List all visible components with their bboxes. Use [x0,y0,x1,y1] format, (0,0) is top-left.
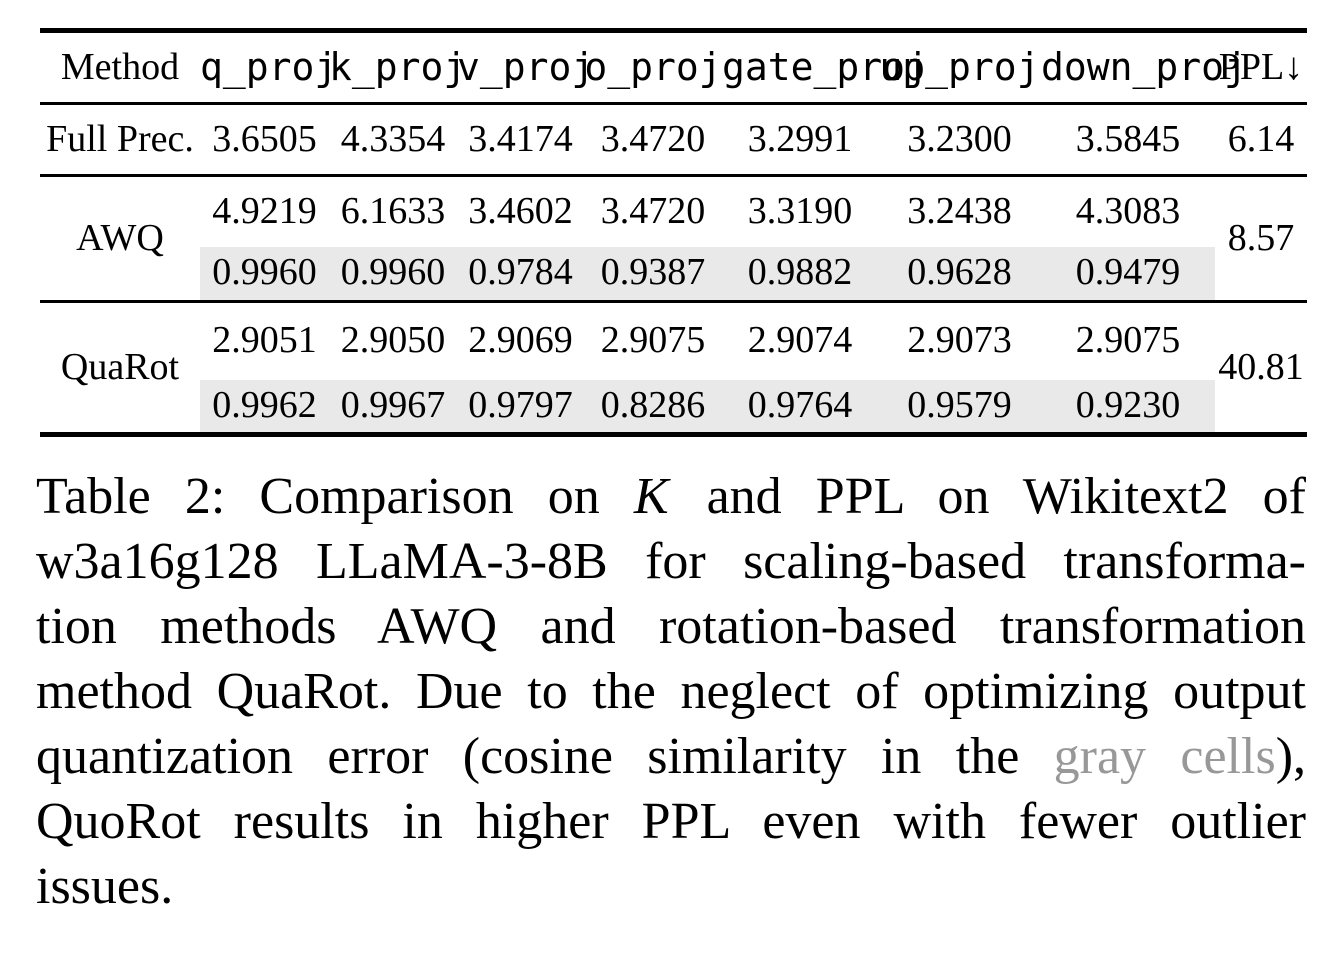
header-ppl: PPL↓ [1215,30,1307,105]
method-cell: Full Prec. [40,103,200,177]
cosine-cell: 0.9628 [878,246,1041,303]
value-cell: 3.4720 [584,103,722,177]
value-cell: 2.9069 [468,319,573,362]
value-cell: 3.5845 [1041,103,1215,177]
row-quarot-cosine: 0.9962 0.9967 0.9797 0.8286 0.9764 0.957… [40,379,1307,435]
value-cell: 6.1633 [340,189,446,232]
cosine-cell: 0.8286 [584,379,722,435]
cosine-cell: 0.9797 [457,379,584,435]
cosine-cell: 0.9784 [457,246,584,303]
caption-line: QuoRot results in higher PPL even with f… [36,789,1306,854]
value-cell: 3.4174 [457,103,584,177]
value-cell: 2.9073 [907,319,1012,362]
caption-text: and PPL on Wikitext2 of [672,468,1307,525]
cosine-cell: 0.9882 [722,246,878,303]
cosine-cell: 0.9960 [329,246,457,303]
row-full-precision: Full Prec. 3.6505 4.3354 3.4174 3.4720 3… [40,103,1307,177]
header-v-proj: v_proj [457,30,594,105]
caption-line: w3a16g128 LLaMA-3-8B for scaling-based t… [36,529,1306,594]
value-cell: 4.3354 [329,103,457,177]
value-cell: 2.9075 [600,319,706,362]
value-cell: 2.9050 [340,319,446,362]
value-cell: 3.4602 [468,189,573,232]
cosine-cell: 0.9962 [200,379,329,435]
caption-text: quantization error (cosine similarity in… [36,728,1054,785]
value-cell: 3.2300 [878,103,1041,177]
value-cell: 3.6505 [200,103,329,177]
value-cell: 4.9219 [212,189,317,232]
ppl-cell: 6.14 [1215,103,1307,177]
ppl-cell: 40.81 [1218,345,1304,388]
cosine-cell: 0.9479 [1041,246,1215,303]
math-k-symbol: K [633,468,669,525]
ppl-cell: 8.57 [1215,175,1307,303]
row-awq-outliers: AWQ 4.9219 6.1633 3.4602 3.4720 3.3190 3… [40,175,1307,303]
row-quarot-outliers: QuaRot 2.9051 2.9050 2.9069 2.9075 2.907… [40,302,1307,387]
cosine-cell: 0.9387 [584,246,722,303]
caption-text: issues. [36,858,174,915]
caption-text: method QuaRot. Due to the neglect of opt… [36,663,1306,720]
caption-text: tion methods AWQ and rotation-based tran… [36,598,1306,655]
header-o-proj: o_proj [584,30,722,105]
caption-line: tion methods AWQ and rotation-based tran… [36,594,1306,659]
cosine-cell: 0.9764 [722,379,878,435]
caption-line: quantization error (cosine similarity in… [36,724,1306,789]
header-down-proj: down_proj [1041,30,1247,105]
caption-line: issues. [36,854,1306,919]
cosine-cell: 0.9579 [878,379,1041,435]
caption-text: ), [1275,728,1307,785]
row-awq-cosine: 0.9960 0.9960 0.9784 0.9387 0.9882 0.962… [40,246,1307,303]
value-cell: 3.4720 [600,189,706,232]
cosine-cell: 0.9967 [329,379,457,435]
caption-line: method QuaRot. Due to the neglect of opt… [36,659,1306,724]
value-cell: 2.9074 [747,319,853,362]
header-method: Method [40,30,200,105]
caption-text: Table 2: Comparison on [36,468,634,525]
value-cell: 3.2991 [722,103,878,177]
value-cell: 2.9075 [1075,319,1181,362]
value-cell: 4.3083 [1075,189,1181,232]
method-cell: QuaRot [60,345,180,388]
cosine-cell: 0.9230 [1041,379,1215,435]
header-up-proj: up_proj [878,30,1041,105]
caption-text: w3a16g128 LLaMA-3-8B for scaling-based t… [36,533,1306,590]
value-cell: 2.9051 [212,319,317,362]
caption-text: QuoRot results in higher PPL even with f… [36,793,1306,850]
results-table: Method q_proj k_proj v_proj o_proj gate_… [40,28,1307,437]
value-cell: 3.3190 [747,189,853,232]
header-k-proj: k_proj [329,30,466,105]
table-caption: Table 2: Comparison on K and PPL on Wiki… [36,464,1306,919]
method-cell: AWQ [40,175,200,303]
header-gate-proj: gate_proj [722,30,928,105]
table-header-row: Method q_proj k_proj v_proj o_proj gate_… [40,30,1307,105]
header-q-proj: q_proj [200,30,337,105]
value-cell: 3.2438 [907,189,1012,232]
cosine-cell: 0.9960 [200,246,329,303]
caption-line: Table 2: Comparison on K and PPL on Wiki… [36,464,1306,529]
gray-cells-highlight: gray cells [1053,728,1276,785]
